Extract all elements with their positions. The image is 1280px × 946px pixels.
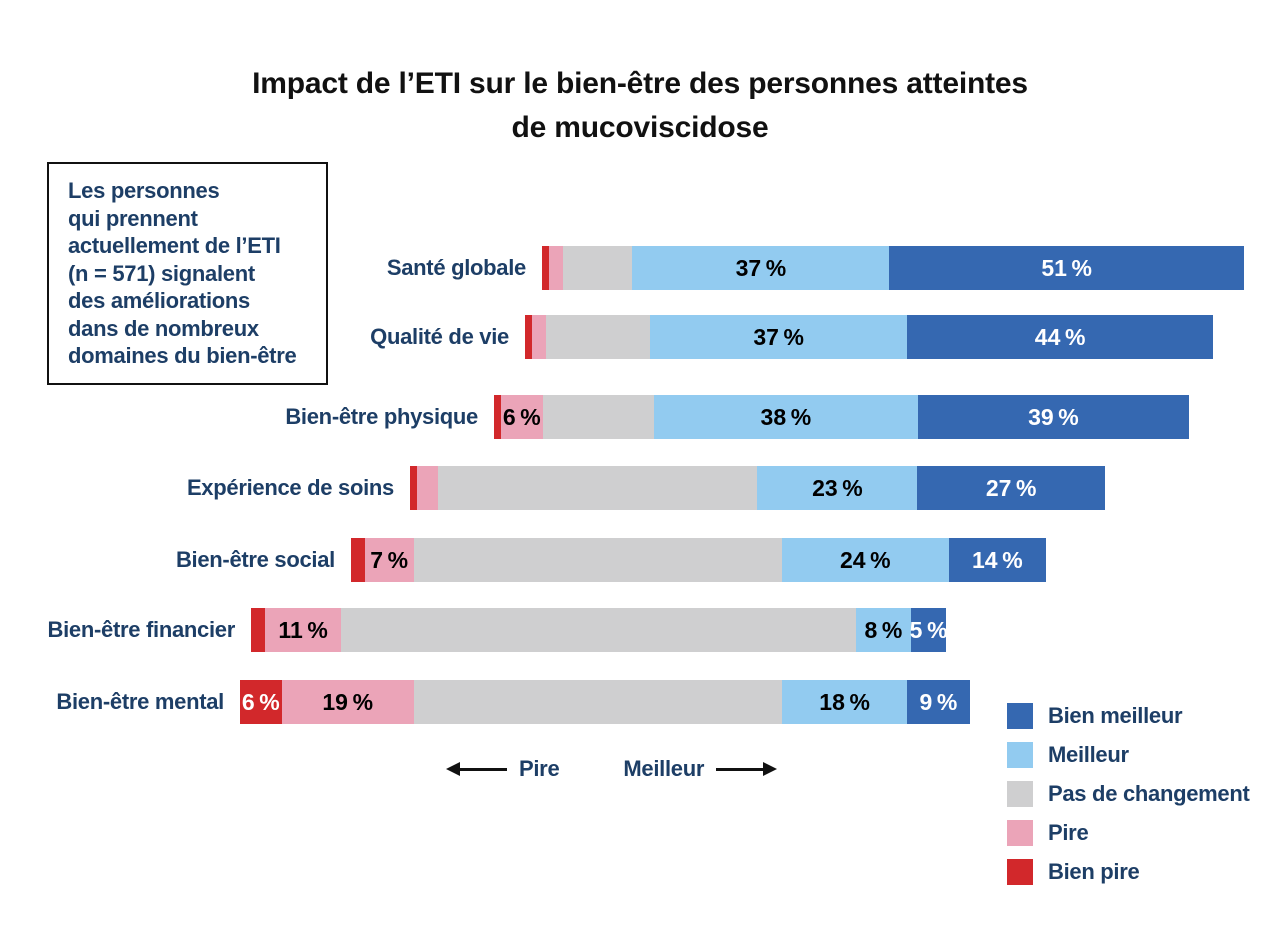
- bar-segment-pire: [531, 315, 546, 359]
- annotation-box-text: Les personnes qui prennent actuellement …: [68, 178, 297, 368]
- category-label-bien-etre-financier: Bien-être financier: [47, 617, 236, 642]
- legend-swatch: [1007, 703, 1033, 729]
- category-label-sante-globale: Santé globale: [386, 255, 526, 280]
- category-label-bien-etre-mental: Bien-être mental: [56, 689, 224, 714]
- category-label-qualite-de-vie: Qualité de vie: [370, 324, 509, 349]
- axis-better-label: Meilleur: [623, 756, 705, 781]
- bar-segment-pas-de-changement: [413, 538, 782, 582]
- bar-segment-bien-meilleur: 14 %: [948, 538, 1046, 582]
- legend-label: Pas de changement: [1048, 781, 1250, 806]
- legend-label: Bien meilleur: [1048, 703, 1183, 728]
- bar-segment-meilleur: 24 %: [781, 538, 949, 582]
- bar-value-label: 37 %: [753, 323, 804, 350]
- legend-label: Meilleur: [1048, 742, 1129, 767]
- bar-value-label: 44 %: [1034, 323, 1086, 350]
- bar-value-label: 11 %: [278, 616, 328, 643]
- bar-value-label: 38 %: [760, 403, 812, 430]
- bar-segment-bien-meilleur: 44 %: [907, 315, 1214, 359]
- bar-segment-meilleur: 23 %: [757, 466, 918, 510]
- bar-row-sante-globale: 37 % 51 %: [542, 246, 1244, 290]
- bar-value-label: 23 %: [812, 474, 863, 501]
- bar-segment-pas-de-changement: [437, 466, 758, 510]
- legend-item: Bien meilleur: [1007, 703, 1250, 729]
- bar-row-bien-etre-mental: 6 % 19 % 18 % 9 %: [240, 680, 970, 724]
- bar-value-label: 14 %: [972, 546, 1023, 573]
- legend-item: Pas de changement: [1007, 781, 1250, 807]
- bar-value-label: 27 %: [985, 474, 1037, 501]
- legend-swatch: [1007, 859, 1033, 885]
- legend: Bien meilleur Meilleur Pas de changement…: [1007, 703, 1250, 898]
- legend-swatch: [1007, 820, 1033, 846]
- bar-segment-pas-de-changement: [542, 395, 654, 439]
- category-label-bien-etre-physique: Bien-être physique: [285, 404, 478, 429]
- bar-segment-bien-pire: [410, 466, 417, 510]
- legend-swatch: [1007, 781, 1033, 807]
- category-label-bien-etre-social: Bien-être social: [175, 547, 335, 572]
- legend-swatch: [1007, 742, 1033, 768]
- bar-value-label: 6 %: [241, 688, 280, 715]
- bar-row-bien-etre-financier: 11 % 8 % 5 %: [251, 608, 948, 652]
- axis-annotation: Pire Meilleur: [446, 751, 778, 787]
- legend-item: Bien pire: [1007, 859, 1250, 885]
- legend-item: Pire: [1007, 820, 1250, 846]
- bar-segment-bien-pire: [351, 538, 365, 582]
- bar-segment-pire: 19 %: [281, 680, 414, 724]
- page-title: Impact de l’ETI sur le bien-être des per…: [252, 67, 1028, 145]
- bar-segment-meilleur: 8 %: [855, 608, 912, 652]
- bar-segment-pire: 6 %: [500, 395, 543, 439]
- legend-item: Meilleur: [1007, 742, 1250, 768]
- bar-value-label: 6 %: [502, 403, 541, 430]
- bar-segment-bien-meilleur: 27 %: [917, 466, 1105, 510]
- legend-label: Bien pire: [1048, 859, 1140, 884]
- bar-segment-pas-de-changement: [545, 315, 651, 359]
- bar-segment-pire: [416, 466, 438, 510]
- bar-segment-pas-de-changement: [562, 246, 633, 290]
- bar-value-label: 19 %: [322, 688, 374, 715]
- bar-segment-meilleur: 18 %: [782, 680, 908, 724]
- bar-segment-pas-de-changement: [341, 608, 856, 652]
- bar-value-label: 37 %: [735, 254, 787, 281]
- axis-worse-label: Pire: [519, 756, 560, 781]
- bar-value-label: 8 %: [864, 616, 903, 643]
- bar-segment-pire: [548, 246, 563, 290]
- bar-row-qualite-de-vie: 37 % 44 %: [525, 315, 1214, 359]
- annotation-box: Les personnes qui prennent actuellement …: [47, 162, 328, 385]
- bar-segment-meilleur: 37 %: [650, 315, 908, 359]
- worse-arrow-icon: [446, 762, 507, 776]
- bar-value-label: 9 %: [919, 688, 958, 715]
- bar-segment-bien-pire: 6 %: [240, 680, 282, 724]
- bar-value-label: 24 %: [839, 546, 891, 573]
- bar-segment-bien-pire: [542, 246, 549, 290]
- bar-value-label: 5 %: [909, 616, 948, 643]
- bar-segment-pas-de-changement: [413, 680, 783, 724]
- bar-segment-meilleur: 38 %: [653, 395, 918, 439]
- better-arrow-icon: [716, 762, 778, 776]
- bar-segment-pire: 11 %: [264, 608, 342, 652]
- bar-value-label: 7 %: [370, 546, 409, 573]
- legend-label: Pire: [1048, 820, 1089, 845]
- bar-segment-bien-meilleur: 39 %: [917, 395, 1189, 439]
- bar-value-label: 51 %: [1041, 254, 1092, 281]
- bar-value-label: 39 %: [1028, 403, 1079, 430]
- bar-segment-meilleur: 37 %: [632, 246, 890, 290]
- bar-segment-bien-pire: [251, 608, 265, 652]
- bar-segment-bien-pire: [494, 395, 501, 439]
- bar-row-bien-etre-social: 7 % 24 % 14 %: [351, 538, 1046, 582]
- bar-segment-bien-pire: [525, 315, 532, 359]
- bar-segment-pire: 7 %: [364, 538, 414, 582]
- bar-segment-bien-meilleur: 5 %: [909, 608, 948, 652]
- bar-row-experience-de-soins: 23 % 27 %: [410, 466, 1105, 510]
- bar-segment-bien-meilleur: 51 %: [889, 246, 1244, 290]
- bar-row-bien-etre-physique: 6 % 38 % 39 %: [494, 395, 1189, 439]
- bar-value-label: 18 %: [819, 688, 870, 715]
- bar-segment-bien-meilleur: 9 %: [907, 680, 970, 724]
- category-label-experience-de-soins: Expérience de soins: [186, 475, 394, 500]
